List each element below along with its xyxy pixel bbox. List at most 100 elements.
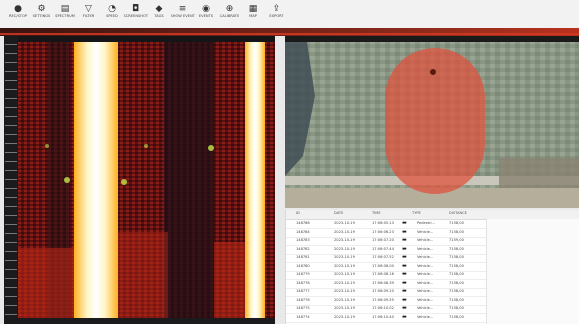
table-row[interactable]: 148786 2023-10-19 17:06:05.13 ▬ Pedestri... 7… xyxy=(286,220,486,229)
cell-dist: 7158,00 xyxy=(449,272,464,276)
map-panel[interactable] xyxy=(285,36,579,208)
vehicle-icon: ▬ xyxy=(402,245,407,252)
axis-tick xyxy=(5,224,17,225)
axis-tick xyxy=(5,242,17,243)
axis-tick xyxy=(5,260,17,261)
toolbar-button[interactable]: ⊕ CALIBRATE xyxy=(218,4,242,26)
vehicle-icon: ▬ xyxy=(402,313,407,320)
cell-dist: 7158,00 xyxy=(449,255,464,259)
cell-date: 2023-10-19 xyxy=(334,263,355,268)
toolbar-button[interactable]: ⚙ SETTINGS xyxy=(30,4,54,26)
table-row[interactable]: 148778 2023-10-19 17:06:08.39 ▬ Vehicle... 71… xyxy=(286,280,486,289)
cell-id: 148777 xyxy=(296,289,310,293)
axis-tick xyxy=(5,44,17,45)
axis-tick xyxy=(5,287,17,288)
toolbar-button[interactable]: ≡SHOW EVENTS xyxy=(171,4,195,26)
table-row[interactable]: 148781 2023-10-19 17:06:07.52 ▬ Vehicle... 71… xyxy=(286,254,486,263)
waterfall-dim-band xyxy=(164,42,214,318)
waterfall-target-blip xyxy=(45,144,49,148)
axis-tick xyxy=(5,62,17,63)
toolbar-button[interactable]: ◔ SPEED xyxy=(100,4,124,26)
axis-tick xyxy=(5,98,17,99)
toolbar-button-label: REC/STOP xyxy=(9,14,27,18)
table-row[interactable]: 148775 2023-10-19 17:06:10.02 ▬ Vehicle... 71… xyxy=(286,305,486,314)
cell-id: 148779 xyxy=(296,272,310,276)
cell-dist: 7159,00 xyxy=(449,238,464,242)
toolbar-button[interactable]: ◆ TAGS xyxy=(147,4,171,26)
vehicle-icon: ▬ xyxy=(402,271,407,277)
cell-date: 2023-10-19 xyxy=(334,246,355,251)
axis-tick xyxy=(5,125,17,126)
axis-tick xyxy=(5,152,17,153)
table-row[interactable]: 148777 2023-10-19 17:06:09.10 ▬ Vehicle... 71… xyxy=(286,288,486,297)
cell-dist: 7158,00 xyxy=(449,246,464,251)
filter-icon: ▽ xyxy=(85,4,92,14)
toolbar-button[interactable]: ● REC/STOP xyxy=(6,4,30,26)
toolbar-button[interactable]: ◘ SCREENSHOT xyxy=(124,4,148,26)
cell-time: 17:06:05.13 xyxy=(372,221,394,225)
axis-tick xyxy=(5,107,17,108)
toolbar-button-label: EVENTS xyxy=(198,14,214,18)
cell-time: 17:06:08.16 xyxy=(372,272,394,276)
table-row[interactable]: 148776 2023-10-19 17:06:09.55 ▬ Vehicle... 71… xyxy=(286,297,486,306)
waterfall-y-axis xyxy=(4,36,18,324)
accent-bar xyxy=(0,28,579,36)
cell-dist: 7158,00 xyxy=(449,280,464,285)
map-water xyxy=(285,42,315,176)
axis-tick xyxy=(5,251,17,252)
target-icon: ⊕ xyxy=(225,4,234,14)
list-icon: ≡ xyxy=(178,4,187,14)
cell-time: 17:06:08.39 xyxy=(372,280,394,285)
column-header-distance[interactable]: DISTANCE xyxy=(449,211,467,215)
toolbar-button[interactable]: ◉ EVENTS xyxy=(194,4,218,26)
toolbar-button[interactable]: ▽ FILTER xyxy=(77,4,101,26)
column-header-id[interactable]: ID xyxy=(296,211,300,215)
cell-time: 17:06:10.40 xyxy=(372,314,394,319)
pedestrian-icon: ▬ xyxy=(402,220,407,226)
detection-zone[interactable] xyxy=(385,48,485,194)
column-header-time[interactable]: TIME xyxy=(372,211,381,215)
target-marker-icon[interactable] xyxy=(430,69,436,75)
accent-highlight xyxy=(0,33,579,35)
toolbar-button[interactable]: ⇪ EXPORT xyxy=(265,4,289,26)
table-row[interactable]: 148780 2023-10-19 17:06:08.00 ▬ Vehicle... 71… xyxy=(286,263,486,272)
axis-tick xyxy=(5,215,17,216)
cell-date: 2023-10-19 xyxy=(334,229,355,234)
cell-type: Pedestri... xyxy=(417,221,435,225)
toolbar-button[interactable]: ▦ MAP xyxy=(241,4,265,26)
table-row[interactable]: 148779 2023-10-19 17:06:08.16 ▬ Vehicle... 71… xyxy=(286,271,486,280)
cell-type: Vehicle... xyxy=(417,238,434,242)
table-row[interactable]: 148784 2023-10-19 17:06:06.23 ▬ Vehicle... 71… xyxy=(286,229,486,238)
toolbar-button[interactable]: ▤ SPECTRUM xyxy=(53,4,77,26)
table-row[interactable]: 148783 2023-10-19 17:06:07.20 ▬ Vehicle... 71… xyxy=(286,237,486,246)
table-row[interactable]: 148782 2023-10-19 17:06:07.44 ▬ Vehicle... 71… xyxy=(286,246,486,255)
cell-type: Vehicle... xyxy=(417,306,434,310)
cell-id: 148774 xyxy=(296,314,310,319)
cell-date: 2023-10-19 xyxy=(334,297,355,302)
axis-tick xyxy=(5,188,17,189)
column-header-date[interactable]: DATE xyxy=(334,211,344,215)
toolbar: ● REC/STOP ⚙ SETTINGS ▤ SPECTRUM ▽ FILTER ◔ SPEED… xyxy=(0,0,579,29)
cell-id: 148782 xyxy=(296,246,310,251)
spectrum-icon: ▤ xyxy=(60,4,70,14)
camera-icon: ◘ xyxy=(131,4,140,14)
column-header-type[interactable]: TYPE xyxy=(412,211,421,215)
cell-time: 17:06:09.10 xyxy=(372,289,394,293)
waterfall-display[interactable] xyxy=(18,42,275,318)
map-ground xyxy=(285,188,579,208)
cell-dist: 7158,00 xyxy=(449,229,464,234)
axis-tick xyxy=(5,53,17,54)
cell-type: Vehicle... xyxy=(417,272,434,276)
map-buildings xyxy=(499,158,579,188)
cell-id: 148778 xyxy=(296,280,310,285)
satellite-map[interactable] xyxy=(285,36,579,208)
cell-time: 17:06:07.52 xyxy=(372,255,394,259)
toolbar-button-label: MAP xyxy=(249,14,257,18)
cell-type: Vehicle... xyxy=(417,229,434,234)
table-row[interactable]: 148774 2023-10-19 17:06:10.40 ▬ Vehicle... 71… xyxy=(286,314,486,323)
export-icon: ⇪ xyxy=(272,4,281,14)
cell-id: 148780 xyxy=(296,263,310,268)
waterfall-signal-band xyxy=(74,42,118,318)
vehicle-icon: ▬ xyxy=(402,288,407,294)
cell-type: Vehicle... xyxy=(417,280,434,285)
